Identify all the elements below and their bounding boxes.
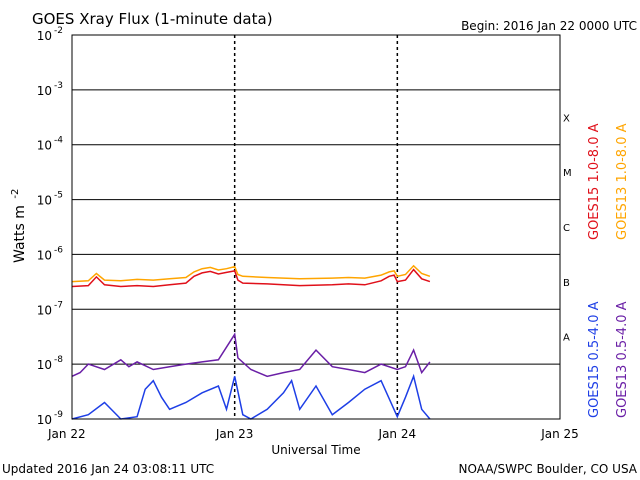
y-tick-base: 10: [37, 194, 52, 208]
y-tick-base: 10: [37, 248, 52, 262]
flare-class-b: B: [563, 278, 570, 289]
y-tick-label: 10 -3: [37, 81, 63, 98]
plot-frame: [71, 34, 561, 420]
begin-label: Begin: 2016 Jan 22 0000 UTC: [461, 19, 637, 33]
series-line-1: [71, 268, 431, 288]
legend-goes15-long: GOES15 1.0-8.0 A: [587, 123, 602, 240]
series-line-0: [71, 264, 431, 283]
x-tick-label: Jan 24: [378, 427, 417, 441]
y-tick-label: 10 -5: [37, 191, 63, 208]
chart-title: GOES Xray Flux (1-minute data): [32, 10, 273, 28]
series-line-2: [71, 332, 431, 378]
day-boundaries: [233, 35, 399, 419]
y-tick-base: 10: [37, 358, 52, 372]
y-tick-label: 10 -9: [37, 410, 64, 427]
y-tick-base: 10: [37, 84, 52, 98]
y-tick-labels: 10-210-310-410-510-610-710-810-9: [37, 26, 64, 427]
y-tick-exp: -6: [54, 245, 63, 255]
y-tick-exp: -5: [54, 191, 63, 201]
legend-goes13-long: GOES13 1.0-8.0 A: [615, 123, 630, 240]
x-tick-label: Jan 22: [47, 427, 86, 441]
flare-class-a: A: [563, 333, 570, 344]
x-tick-label: Jan 23: [215, 427, 254, 441]
legend-goes15-short: GOES15 0.5-4.0 A: [587, 301, 602, 418]
legend: GOES15 1.0-8.0 A GOES13 1.0-8.0 A GOES15 0…: [587, 123, 630, 418]
y-tick-exp: -2: [54, 26, 63, 36]
y-tick-label: 10 -8: [37, 355, 64, 372]
y-axis-label-exp: -2: [10, 189, 21, 199]
y-tick-label: 10 -4: [37, 136, 64, 153]
y-tick-base: 10: [37, 303, 52, 317]
footer-credit: NOAA/SWPC Boulder, CO USA: [459, 462, 638, 476]
y-tick-label: 10 -7: [37, 300, 63, 317]
flare-class-m: M: [563, 168, 572, 179]
x-axis-label: Universal Time: [271, 443, 360, 457]
flare-class-labels: X M C B A: [563, 113, 572, 343]
y-tick-base: 10: [37, 413, 52, 427]
series-line-3: [71, 373, 431, 420]
y-tick-exp: -9: [54, 410, 63, 420]
horizontal-gridlines: [72, 89, 560, 365]
y-tick-exp: -7: [54, 300, 63, 310]
y-axis-label: Watts m -2: [10, 189, 28, 263]
series-layer: [71, 264, 431, 420]
y-tick-exp: -8: [54, 355, 63, 365]
flare-class-c: C: [563, 223, 570, 234]
svg-text:Watts m -2: Watts m -2: [10, 189, 28, 263]
y-tick-label: 10 -6: [37, 245, 64, 262]
x-tick-label: Jan 25: [540, 427, 579, 441]
y-tick-label: 10 -2: [37, 26, 63, 43]
y-tick-exp: -3: [54, 81, 63, 91]
y-tick-base: 10: [37, 139, 52, 153]
legend-goes13-short: GOES13 0.5-4.0 A: [615, 301, 630, 418]
footer-updated: Updated 2016 Jan 24 03:08:11 UTC: [2, 462, 214, 476]
flare-class-x: X: [563, 113, 570, 124]
y-tick-exp: -4: [54, 136, 63, 146]
y-axis-label-main: Watts m: [12, 205, 28, 263]
y-tick-base: 10: [37, 29, 52, 43]
x-tick-labels: Jan 22 Jan 23 Jan 24 Jan 25: [47, 427, 579, 441]
